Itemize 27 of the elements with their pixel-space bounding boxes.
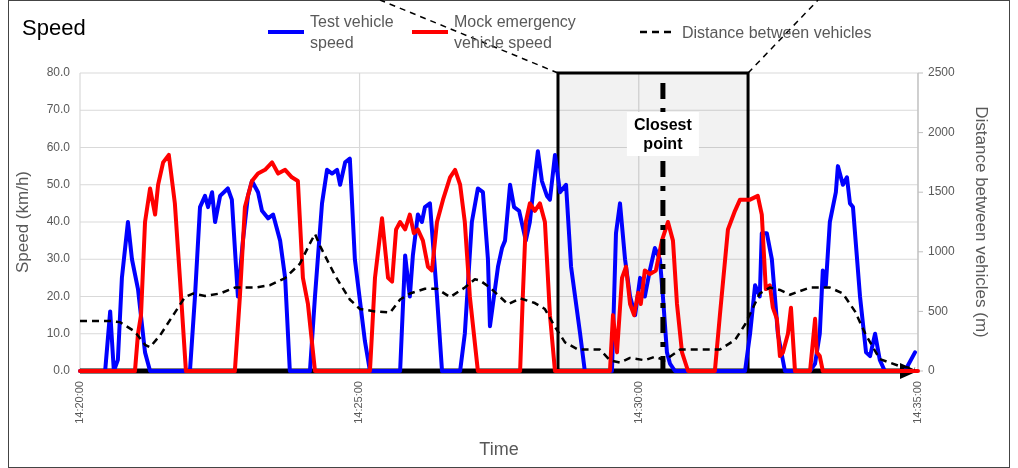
y-tick-label: 10.0 — [46, 325, 71, 340]
x-tick-label: 14:20:00 — [72, 381, 85, 424]
y2-tick-label: 1500 — [928, 184, 956, 199]
y-tick-label: 50.0 — [46, 176, 71, 191]
y-tick-label: 80.0 — [46, 65, 71, 80]
y2-tick-label: 0 — [928, 363, 935, 378]
x-tick-label: 14:35:00 — [910, 381, 923, 424]
y-tick-label: 30.0 — [46, 251, 71, 266]
legend-label: Mock emergency vehicle speed — [454, 13, 576, 51]
x-tick-label: 14:25:00 — [352, 381, 365, 424]
y-tick-label: 40.0 — [46, 214, 71, 229]
y2-tick-label: 2500 — [928, 65, 956, 80]
y-tick-label: 60.0 — [46, 139, 71, 154]
y-axis-title: Speed (km/h) — [13, 170, 33, 274]
y2-tick-label: 1000 — [928, 243, 956, 258]
ref-line-label: Closest point — [634, 116, 693, 152]
x-tick-label: 14:30:00 — [631, 381, 644, 424]
y2-tick-label: 500 — [928, 303, 949, 318]
x-axis-title: Time — [479, 439, 519, 459]
y-tick-label: 20.0 — [46, 288, 71, 303]
legend-label: Test vehicle speed — [310, 13, 394, 51]
y2-axis-title: Distance between vehicles (m) — [971, 106, 991, 338]
y-tick-label: 0.0 — [53, 363, 71, 378]
y-tick-label: 70.0 — [46, 102, 71, 117]
chart-title: Speed — [22, 15, 86, 40]
legend-label: Distance between vehicles — [682, 24, 872, 41]
y2-tick-label: 2000 — [928, 124, 956, 139]
